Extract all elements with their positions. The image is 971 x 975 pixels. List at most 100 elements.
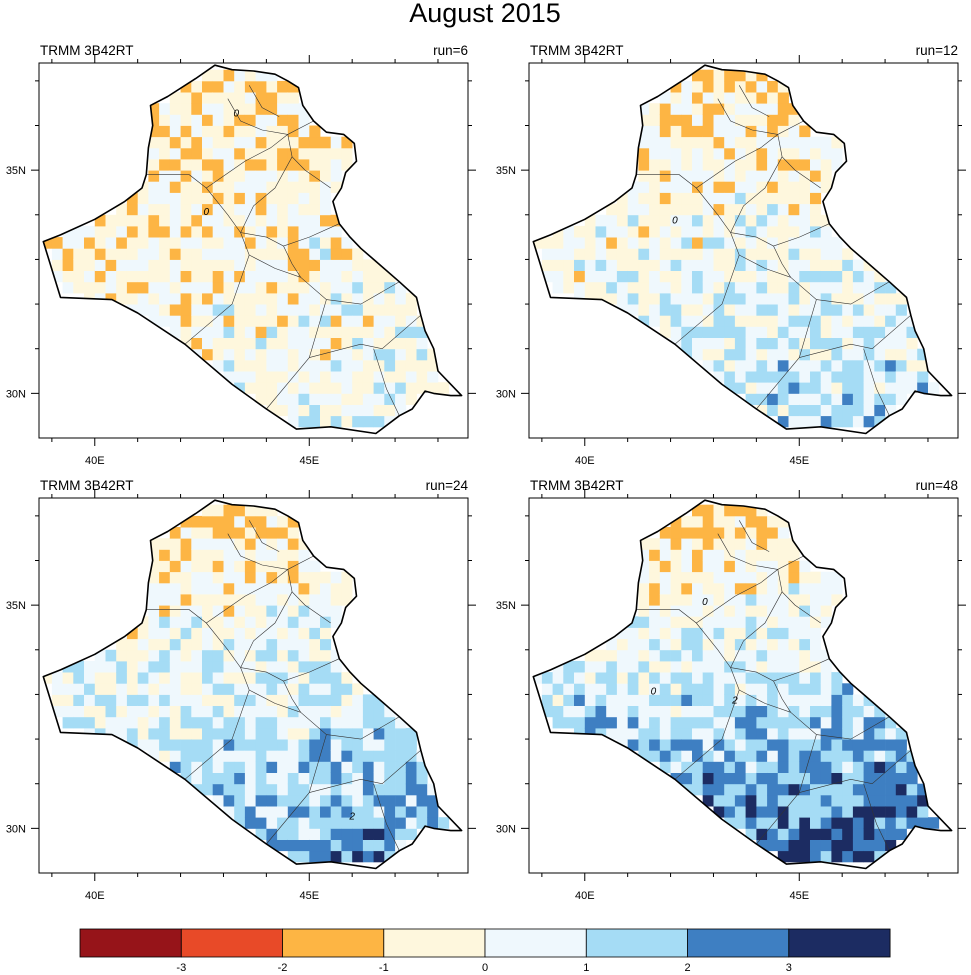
grid-cell — [670, 192, 682, 205]
grid-cell — [266, 627, 278, 640]
grid-cell — [309, 136, 321, 149]
grid-cell — [234, 750, 246, 762]
grid-cell — [244, 627, 256, 640]
grid-cell — [917, 371, 929, 383]
grid-cell — [266, 225, 278, 238]
grid-cell — [874, 382, 886, 394]
grid-cell — [616, 292, 628, 305]
grid-cell — [191, 660, 203, 673]
grid-cell — [810, 750, 822, 762]
grid-cell — [788, 337, 800, 350]
grid-cell — [202, 549, 214, 561]
grid-cell — [874, 817, 886, 829]
grid-cell — [191, 270, 203, 283]
grid-cell — [788, 203, 800, 216]
grid-cell — [627, 248, 639, 260]
grid-cell — [126, 660, 138, 673]
grid-cell — [223, 638, 235, 651]
province-boundary — [283, 245, 301, 278]
grid-cell — [734, 270, 746, 283]
grid-cell — [244, 527, 256, 539]
grid-cell — [330, 181, 342, 193]
grid-cell — [767, 594, 779, 606]
grid-cell — [202, 627, 214, 640]
grid-cell — [692, 582, 704, 595]
grid-cell — [767, 80, 779, 93]
grid-cell — [670, 660, 682, 673]
grid-cell — [638, 683, 650, 695]
grid-cell — [756, 136, 768, 149]
grid-cell — [574, 281, 586, 294]
grid-cell — [234, 515, 246, 528]
grid-cell — [395, 304, 407, 316]
grid-cell — [799, 192, 811, 205]
grid-cell — [799, 683, 811, 695]
grid-cell — [234, 672, 246, 684]
grid-cell — [255, 627, 267, 640]
grid-cell — [352, 783, 364, 796]
grid-cell — [266, 806, 278, 818]
grid-cell — [202, 761, 214, 773]
grid-cell — [169, 281, 181, 294]
grid-cell — [234, 348, 246, 361]
grid-cell — [244, 281, 256, 294]
grid-cell — [820, 281, 832, 294]
colorbar-swatch — [687, 928, 790, 958]
grid-cell — [405, 794, 417, 807]
grid-cell — [874, 772, 886, 785]
grid-cell — [416, 359, 428, 372]
grid-cell — [191, 181, 203, 193]
grid-cell — [320, 304, 332, 316]
grid-cell — [373, 304, 385, 316]
grid-cell — [126, 214, 138, 227]
lat-tick-label: 35N — [496, 165, 516, 177]
grid-cell — [616, 214, 628, 227]
grid-cell — [734, 103, 746, 115]
grid-cell — [810, 326, 822, 338]
grid-cell — [159, 170, 171, 182]
grid-cell — [287, 404, 299, 417]
grid-cell — [820, 772, 832, 785]
grid-cell — [180, 170, 192, 182]
grid-cell — [756, 214, 768, 227]
grid-cell — [767, 348, 779, 361]
grid-cell — [352, 359, 364, 372]
grid-cell — [767, 527, 779, 539]
grid-cell — [255, 560, 267, 573]
lat-tick-label: 30N — [496, 388, 516, 400]
grid-cell — [395, 337, 407, 350]
grid-cell — [169, 761, 181, 773]
grid-cell — [180, 103, 192, 115]
grid-cell — [659, 147, 671, 160]
grid-cell — [724, 337, 736, 350]
grid-cell — [395, 750, 407, 762]
grid-cell — [885, 348, 897, 361]
grid-cell — [659, 694, 671, 706]
grid-cell — [266, 248, 278, 260]
grid-cell — [287, 225, 299, 238]
grid-cell — [681, 638, 693, 651]
grid-cell — [234, 627, 246, 640]
grid-cell — [842, 727, 854, 740]
grid-cell — [223, 125, 235, 138]
grid-cell — [852, 371, 864, 383]
grid-cell — [384, 326, 396, 338]
grid-cell — [266, 348, 278, 361]
grid-cell — [638, 225, 650, 238]
grid-cell — [874, 761, 886, 773]
grid-cell — [638, 114, 650, 126]
grid-cell — [852, 270, 864, 283]
grid-cell — [820, 594, 832, 606]
grid-cell — [223, 649, 235, 662]
grid-cell — [863, 850, 875, 863]
grid-cell — [159, 727, 171, 740]
grid-cell — [670, 147, 682, 160]
grid-cell — [255, 750, 267, 762]
grid-cell — [255, 371, 267, 383]
grid-cell — [767, 159, 779, 171]
grid-cell — [159, 125, 171, 138]
grid-cell — [895, 304, 907, 316]
grid-cell — [552, 683, 564, 695]
grid-cell — [874, 270, 886, 283]
grid-cell — [94, 237, 106, 249]
